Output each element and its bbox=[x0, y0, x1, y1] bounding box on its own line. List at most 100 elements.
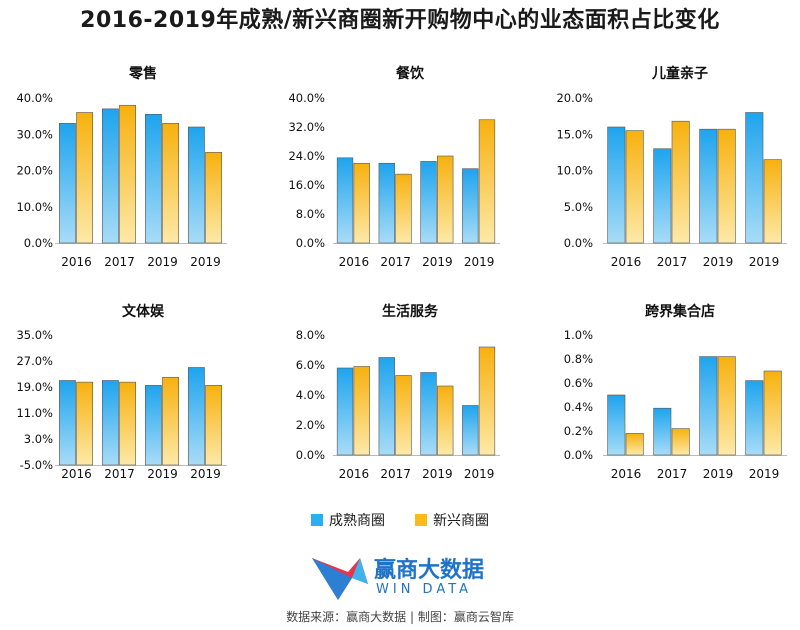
x-tick-label: 2016 bbox=[61, 467, 92, 481]
bar-emerging bbox=[162, 376, 180, 466]
chart-title: 零售 bbox=[128, 65, 157, 82]
y-tick-label: 0.0% bbox=[564, 236, 593, 250]
bar-emerging bbox=[671, 428, 690, 456]
bar-emerging bbox=[478, 346, 496, 456]
bar-mature bbox=[102, 108, 119, 244]
main-title: 2016-2019年成熟/新兴商圈新开购物中心的业态面积占比变化 bbox=[80, 8, 720, 33]
legend-label-emerging: 新兴商圈 bbox=[433, 513, 489, 529]
y-tick-label: 5.0% bbox=[564, 200, 593, 214]
y-tick-label: 6.0% bbox=[296, 358, 325, 372]
x-tick-label: 2016 bbox=[339, 255, 370, 269]
bar-emerging bbox=[625, 433, 644, 456]
bar-mature bbox=[607, 394, 626, 456]
y-tick-label: 20.0% bbox=[556, 91, 593, 105]
y-tick-label: 10.0% bbox=[16, 200, 53, 214]
x-tick-label: 2019 bbox=[464, 467, 495, 481]
y-tick-label: 0.2% bbox=[564, 424, 593, 438]
y-tick-label: 0.0% bbox=[296, 448, 325, 462]
legend: 成熟商圈 新兴商圈 bbox=[0, 510, 800, 530]
legend-item-emerging: 新兴商圈 bbox=[415, 510, 489, 530]
y-tick-label: 4.0% bbox=[296, 388, 325, 402]
bar-mature bbox=[58, 123, 76, 244]
bar-mature bbox=[699, 128, 718, 244]
y-tick-label: 8.0% bbox=[296, 328, 325, 342]
x-tick-label: 2019 bbox=[422, 467, 453, 481]
bar-mature bbox=[699, 356, 718, 456]
bar-mature bbox=[653, 407, 672, 456]
bar-mature bbox=[462, 168, 479, 244]
x-tick-label: 2016 bbox=[61, 255, 92, 269]
y-tick-label: 40.0% bbox=[288, 91, 325, 105]
chart-panel-3: 文体娱 -5.0% 3.0% 11.0% 19.0% 27.0% 35.0% 2016 2017… bbox=[16, 303, 227, 481]
bar-mature bbox=[462, 405, 479, 456]
chart-title: 儿童亲子 bbox=[651, 65, 708, 82]
x-tick-label: 2017 bbox=[104, 467, 135, 481]
y-tick-label: 11.0% bbox=[16, 406, 53, 420]
bar-emerging bbox=[395, 375, 412, 456]
legend-swatch-mature bbox=[311, 514, 323, 526]
y-tick-label: 35.0% bbox=[16, 328, 53, 342]
logo-text-en: WIN DATA bbox=[376, 582, 473, 597]
x-tick-label: 2019 bbox=[190, 467, 221, 481]
y-tick-label: 8.0% bbox=[296, 207, 325, 221]
x-tick-label: 2019 bbox=[749, 255, 780, 269]
legend-label-mature: 成熟商圈 bbox=[329, 513, 385, 529]
bar-mature bbox=[58, 380, 76, 466]
bar-emerging bbox=[76, 112, 94, 244]
bar-mature bbox=[607, 126, 626, 244]
chart-panel-4: 生活服务 0.0% 2.0% 4.0% 6.0% 8.0% 2016 2017 2019 2019 bbox=[296, 303, 500, 481]
y-tick-label: 24.0% bbox=[288, 149, 325, 163]
bar-emerging bbox=[671, 120, 690, 244]
bar-mature bbox=[145, 385, 162, 466]
y-tick-label: 3.0% bbox=[24, 432, 53, 446]
y-tick-label: -5.0% bbox=[20, 458, 53, 472]
chart-panel-0: 零售 0.0% 10.0% 20.0% 30.0% 40.0% 2016 2017 2019 20… bbox=[16, 65, 227, 269]
y-tick-label: 19.0% bbox=[16, 380, 53, 394]
bar-emerging bbox=[717, 356, 736, 456]
bar-mature bbox=[745, 380, 764, 456]
bar-mature bbox=[336, 157, 354, 244]
y-tick-label: 1.0% bbox=[564, 328, 593, 342]
x-tick-label: 2016 bbox=[611, 255, 642, 269]
x-tick-label: 2019 bbox=[703, 255, 734, 269]
y-tick-label: 0.8% bbox=[564, 352, 593, 366]
bar-emerging bbox=[353, 162, 370, 244]
y-tick-label: 40.0% bbox=[16, 91, 53, 105]
y-tick-label: 2.0% bbox=[296, 418, 325, 432]
x-tick-label: 2019 bbox=[190, 255, 221, 269]
bar-mature bbox=[378, 357, 395, 456]
chart-title: 餐饮 bbox=[395, 65, 425, 82]
bar-emerging bbox=[625, 130, 644, 244]
source-note: 数据来源：赢商大数据 | 制图：赢商云智库 bbox=[286, 610, 514, 624]
bar-emerging bbox=[119, 104, 137, 244]
bar-emerging bbox=[478, 119, 496, 244]
y-tick-label: 0.0% bbox=[296, 236, 325, 250]
bar-mature bbox=[188, 367, 205, 466]
y-tick-label: 15.0% bbox=[556, 127, 593, 141]
chart-title: 跨界集合店 bbox=[645, 303, 715, 320]
chart-panel-5: 跨界集合店 0.0% 0.2% 0.4% 0.6% 0.8% 1.0% 2016 2017 201… bbox=[564, 303, 787, 481]
legend-item-mature: 成熟商圈 bbox=[311, 510, 385, 530]
y-tick-label: 0.0% bbox=[564, 448, 593, 462]
bar-emerging bbox=[763, 159, 782, 244]
x-tick-label: 2017 bbox=[104, 255, 135, 269]
y-tick-label: 16.0% bbox=[288, 178, 325, 192]
bar-emerging bbox=[437, 385, 454, 456]
bar-mature bbox=[420, 161, 437, 244]
y-tick-label: 10.0% bbox=[556, 164, 593, 178]
bar-emerging bbox=[205, 385, 223, 466]
x-tick-label: 2017 bbox=[380, 467, 411, 481]
x-tick-label: 2016 bbox=[339, 467, 370, 481]
x-tick-label: 2019 bbox=[749, 467, 780, 481]
bar-mature bbox=[102, 380, 119, 466]
bar-emerging bbox=[395, 173, 412, 244]
x-tick-label: 2017 bbox=[380, 255, 411, 269]
x-tick-label: 2019 bbox=[703, 467, 734, 481]
chart-title: 文体娱 bbox=[122, 303, 165, 320]
windata-logo bbox=[312, 558, 368, 600]
bar-mature bbox=[378, 162, 395, 244]
bar-mature bbox=[188, 126, 205, 244]
x-tick-label: 2017 bbox=[657, 467, 688, 481]
chart-title: 生活服务 bbox=[382, 303, 439, 320]
bar-mature bbox=[420, 372, 437, 456]
